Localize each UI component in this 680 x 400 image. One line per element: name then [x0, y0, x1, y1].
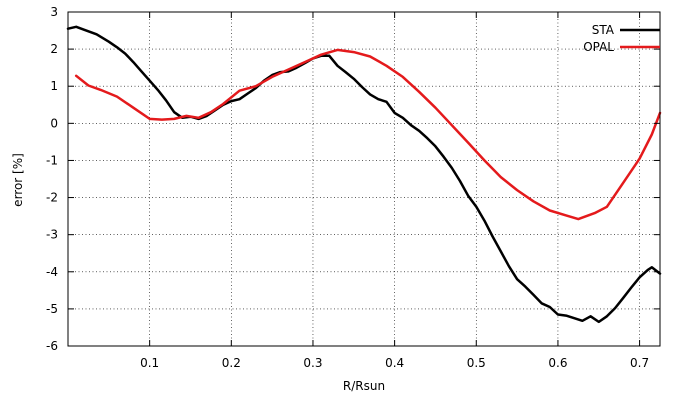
x-tick-label: 0.6 — [548, 356, 567, 370]
legend: STA OPAL — [583, 23, 660, 54]
y-tick-label: -3 — [46, 228, 58, 242]
x-tick-label: 0.5 — [467, 356, 486, 370]
grid — [68, 12, 660, 346]
plot-frame — [67, 11, 661, 347]
x-tick-label: 0.1 — [140, 356, 159, 370]
y-axis-title: error [%] — [11, 153, 25, 207]
x-tick-label: 0.4 — [385, 356, 404, 370]
series-line-opal — [74, 48, 662, 221]
series-line-sta — [66, 25, 662, 324]
y-tick-label: 3 — [50, 5, 58, 19]
y-tick-label: 2 — [50, 42, 58, 56]
y-tick-label: -2 — [46, 191, 58, 205]
x-tick-label: 0.2 — [222, 356, 241, 370]
legend-label-sta: STA — [592, 23, 615, 37]
y-tick-label: 1 — [50, 79, 58, 93]
y-tick-label: -1 — [46, 153, 58, 167]
x-tick-label: 0.7 — [630, 356, 649, 370]
ticks: 0.1 0.2 0.3 0.4 0.5 0.6 0.7 -6 -5 -4 -3 -2 -1 0 1 2 3 — [46, 5, 660, 370]
y-tick-label: -6 — [46, 339, 58, 353]
y-tick-label: 0 — [50, 116, 58, 130]
y-tick-label: -4 — [46, 265, 58, 279]
y-tick-label: -5 — [46, 302, 58, 316]
legend-label-opal: OPAL — [583, 40, 614, 54]
series-layer — [66, 25, 662, 324]
x-tick-label: 0.3 — [303, 356, 322, 370]
x-axis-title: R/Rsun — [343, 379, 385, 393]
